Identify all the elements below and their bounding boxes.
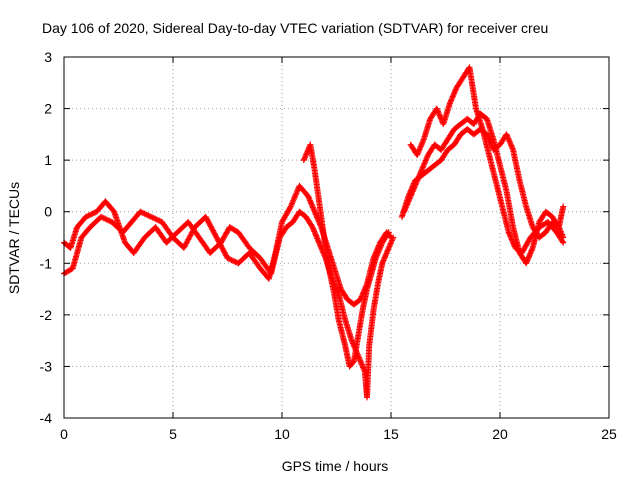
data-point-track-b [148, 213, 155, 220]
grid-lines [64, 57, 609, 418]
chart-title: Day 106 of 2020, Sidereal Day-to-day VTE… [42, 20, 548, 36]
data-point-track-b [388, 234, 394, 241]
data-point-track-b [227, 256, 234, 263]
data-point-track-b [149, 214, 156, 221]
plot-frame [63, 56, 610, 419]
data-point-track-b [102, 215, 109, 222]
y-axis-label: SDTVAR / TECUs [6, 182, 22, 294]
x-tick-label: 10 [274, 426, 290, 442]
x-tick-label: 20 [492, 426, 508, 442]
data-point-track-b [224, 255, 231, 262]
data-point-track-d [560, 239, 567, 246]
data-point-track-b [100, 215, 107, 222]
y-tick-label: -4 [40, 410, 53, 426]
data-point-track-f [560, 234, 567, 241]
x-tick-label: 15 [383, 426, 399, 442]
x-tick-label: 25 [601, 426, 617, 442]
data-point-track-b [104, 217, 111, 224]
data-point-track-a [85, 212, 92, 219]
data-point-track-b [144, 211, 151, 218]
data-point-track-b [138, 209, 145, 216]
y-tick-label: 3 [44, 49, 52, 65]
data-point-track-a [82, 213, 89, 220]
data-point-track-b [137, 208, 144, 215]
data-point-track-b [142, 211, 149, 218]
data-point-track-b [153, 216, 160, 223]
axis-ticks: 0 5 10 15 20 25 -4 -3 -2 -1 0 1 2 3 [40, 49, 617, 442]
y-tick-label: -2 [40, 307, 53, 323]
data-point-track-a [89, 210, 96, 217]
data-point-track-e [560, 203, 567, 210]
data-point-track-b [99, 214, 106, 221]
data-point-track-b [229, 257, 236, 264]
data-point-track-c [385, 229, 392, 236]
data-point-track-b [228, 257, 235, 264]
data-point-track-b [140, 210, 147, 217]
data-point-track-a [86, 211, 93, 218]
data-point-track-b [150, 215, 157, 222]
data-point-track-b [103, 216, 110, 223]
y-tick-label: 2 [44, 101, 52, 117]
data-point-track-a [84, 213, 91, 220]
data-point-track-b [156, 217, 163, 224]
data-points [61, 64, 567, 401]
data-point-track-b [145, 212, 152, 219]
data-point-track-b [146, 213, 153, 220]
y-tick-label: 0 [44, 204, 52, 220]
data-point-track-b [106, 217, 113, 224]
data-point-track-b [155, 217, 162, 224]
x-axis-label: GPS time / hours [282, 458, 389, 474]
data-point-track-b [141, 210, 148, 217]
data-point-track-b [231, 258, 238, 265]
data-point-track-b [152, 215, 159, 222]
x-tick-label: 0 [60, 426, 68, 442]
data-point-track-b [225, 255, 232, 262]
y-tick-label: -1 [40, 255, 53, 271]
data-point-track-c [385, 230, 392, 237]
data-point-track-a [88, 211, 95, 218]
y-tick-label: 1 [44, 152, 52, 168]
x-tick-label: 5 [169, 426, 177, 442]
data-point-track-d [559, 238, 566, 245]
data-point-track-a [90, 210, 97, 217]
data-point-track-b [98, 213, 105, 220]
y-tick-label: -3 [40, 358, 53, 374]
data-point-track-b [286, 204, 293, 211]
